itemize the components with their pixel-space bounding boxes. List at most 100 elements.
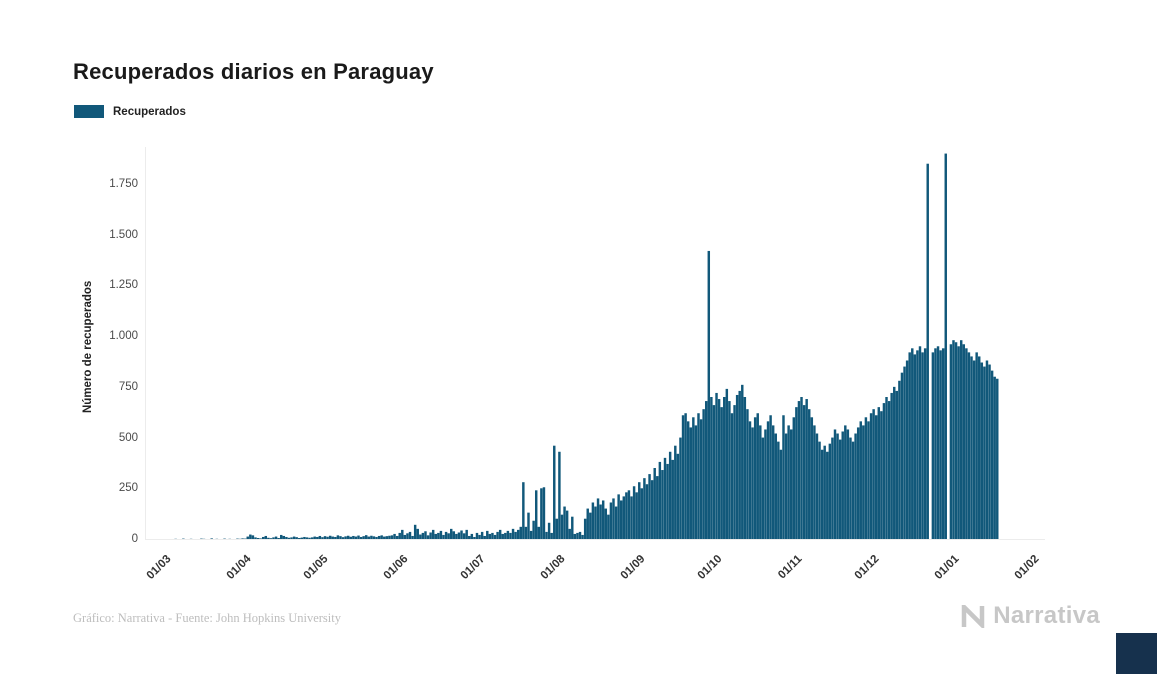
bar <box>308 537 311 539</box>
bar <box>643 478 646 539</box>
bar <box>638 482 641 539</box>
bar <box>663 457 667 539</box>
brand-logo[interactable]: Narrativa <box>961 601 1100 630</box>
bar <box>620 500 623 539</box>
bar <box>323 536 327 539</box>
footer-credit: Gráfico: Narrativa - Fuente: John Hopkin… <box>73 611 341 625</box>
bar <box>885 397 888 539</box>
bar <box>779 449 783 539</box>
x-axis-tick-label: 01/02 <box>1012 553 1042 582</box>
bar <box>789 429 793 539</box>
bar <box>295 537 298 539</box>
bar <box>607 514 610 539</box>
bar <box>748 421 752 539</box>
y-axis-tick-label: 1.750 <box>109 178 138 190</box>
bar <box>805 399 808 539</box>
bar <box>823 445 826 539</box>
bar <box>316 536 319 539</box>
bar <box>617 494 620 539</box>
bar <box>622 496 626 539</box>
bar <box>926 163 929 539</box>
bar <box>844 425 847 539</box>
bar <box>692 417 695 539</box>
bar <box>403 534 407 539</box>
bar <box>419 534 422 539</box>
bar <box>568 528 571 539</box>
bar <box>792 417 796 539</box>
bar <box>261 536 265 539</box>
bar <box>542 487 546 539</box>
y-axis-tick-label: 750 <box>118 380 138 393</box>
bar <box>583 518 587 539</box>
bar <box>571 516 574 539</box>
bar <box>813 425 816 539</box>
bar <box>867 421 870 539</box>
bar <box>996 378 999 539</box>
bar <box>627 490 631 539</box>
bar <box>949 344 953 539</box>
brand-name: Narrativa <box>993 602 1100 629</box>
bar <box>849 437 852 539</box>
bar <box>653 468 656 539</box>
bar <box>632 486 636 539</box>
bar <box>954 342 958 539</box>
bar <box>390 535 394 539</box>
bar <box>589 512 592 539</box>
bar <box>522 482 525 539</box>
bar <box>980 362 984 539</box>
bar <box>413 524 417 539</box>
bar <box>913 354 917 539</box>
bar <box>516 529 520 539</box>
bar <box>346 535 350 539</box>
bar <box>563 506 566 539</box>
bar <box>269 538 273 539</box>
bar <box>352 535 355 539</box>
bar <box>365 535 368 539</box>
bar <box>511 528 515 539</box>
bar <box>699 419 703 539</box>
bar <box>970 356 973 539</box>
bar <box>759 425 762 539</box>
bar <box>887 401 891 539</box>
bar <box>437 532 440 539</box>
bar <box>303 536 306 539</box>
bar <box>313 536 316 539</box>
bar <box>923 348 927 539</box>
bar <box>645 484 649 539</box>
x-axis-tick-label: 01/07 <box>458 553 488 582</box>
bar <box>529 530 533 539</box>
bar <box>280 534 283 539</box>
bar <box>921 352 924 539</box>
bar <box>372 536 376 539</box>
bar <box>594 506 597 539</box>
bar <box>846 429 850 539</box>
bar <box>349 536 352 539</box>
bar <box>766 421 770 539</box>
bar <box>671 459 674 539</box>
bar <box>890 392 893 539</box>
bar <box>895 390 899 539</box>
bar <box>975 352 978 539</box>
y-axis-tick-label: 0 <box>131 533 138 545</box>
bar <box>431 529 435 539</box>
y-axis-tick-label: 500 <box>118 431 138 444</box>
bar <box>965 348 968 539</box>
bar <box>362 536 365 539</box>
x-axis-tick-label: 01/04 <box>224 553 254 582</box>
x-axis-tick-label: 01/05 <box>301 553 331 582</box>
bar <box>838 439 842 539</box>
bar <box>527 512 530 539</box>
bar <box>874 415 878 539</box>
bar <box>326 536 329 539</box>
bar <box>287 537 291 539</box>
bar <box>547 522 551 539</box>
bar <box>764 429 767 539</box>
bar <box>321 537 324 539</box>
bar <box>429 532 432 539</box>
bar <box>298 537 301 539</box>
bar <box>859 421 862 539</box>
bar <box>905 360 909 539</box>
bar <box>318 535 322 539</box>
bar <box>864 417 868 539</box>
bar <box>354 536 358 539</box>
